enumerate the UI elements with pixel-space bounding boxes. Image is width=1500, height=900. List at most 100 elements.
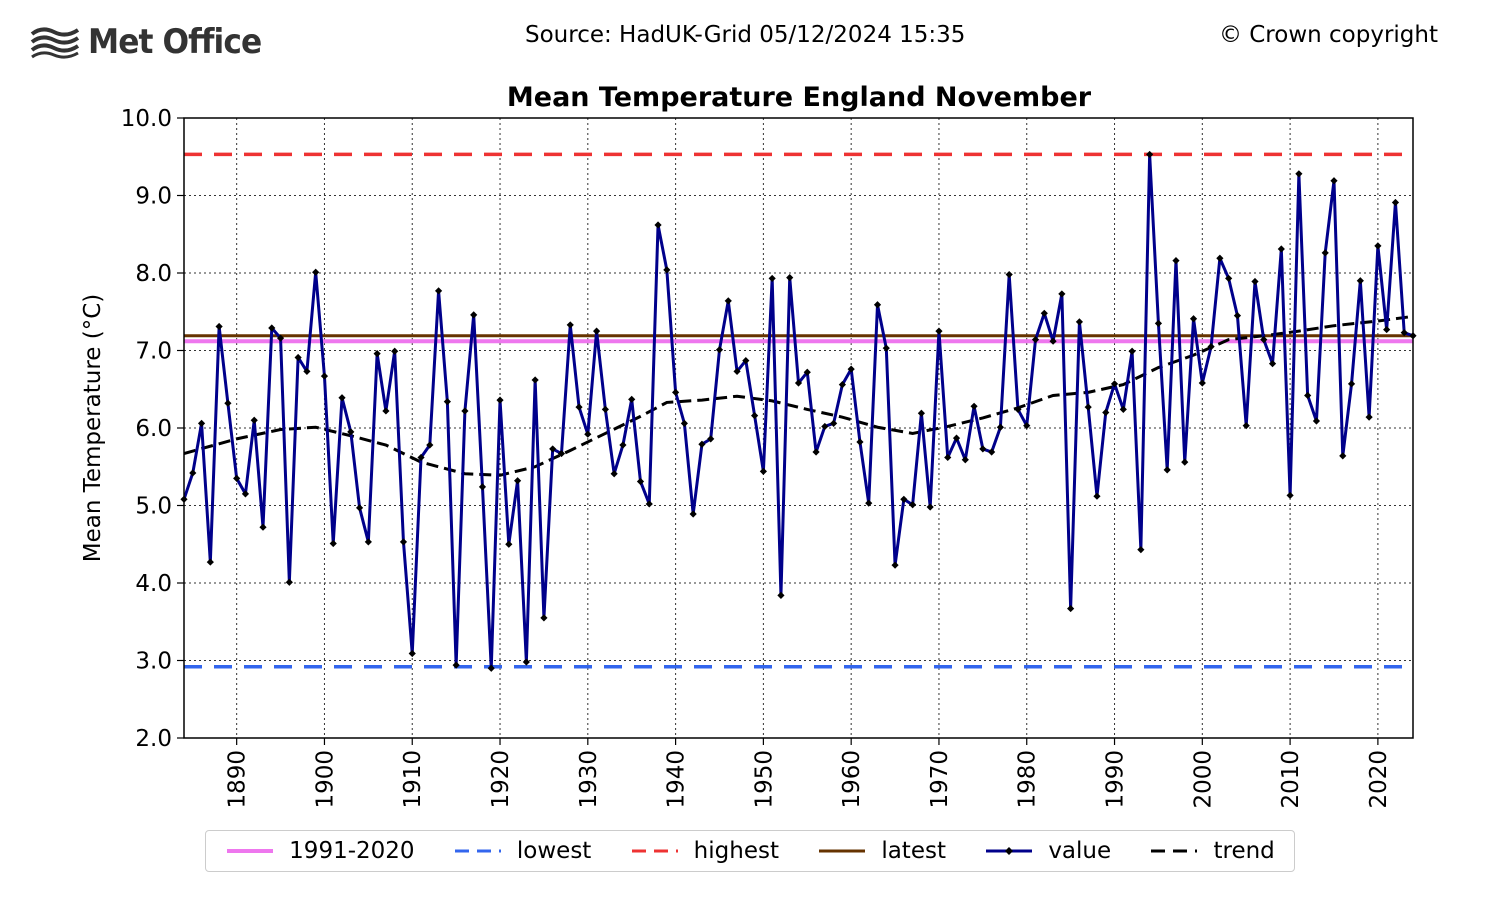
- value-point: [373, 350, 381, 358]
- value-point: [1304, 391, 1312, 400]
- value-point: [812, 448, 820, 456]
- legend: 1991-2020 lowest highest latest value trend: [205, 830, 1295, 872]
- value-point: [496, 396, 504, 404]
- x-tick-label: 2010: [1278, 750, 1304, 809]
- value-point: [320, 372, 329, 380]
- logo-text: Met Office: [88, 22, 262, 62]
- legend-swatch: [227, 849, 274, 853]
- value-point: [628, 395, 636, 403]
- value-point: [900, 495, 908, 503]
- value-point: [426, 441, 434, 449]
- value-point: [654, 221, 662, 229]
- value-point: [575, 403, 583, 411]
- legend-swatch: [986, 847, 1033, 855]
- value-point: [1189, 315, 1198, 323]
- value-point: [1172, 257, 1180, 265]
- value-point: [645, 500, 653, 508]
- value-point: [443, 398, 451, 406]
- value-point: [1040, 309, 1048, 317]
- copyright-label: © Crown copyright: [1218, 22, 1438, 48]
- value-point: [1391, 198, 1400, 207]
- value-point: [1058, 290, 1066, 298]
- y-axis-label: Mean Temperature (°C): [80, 294, 106, 563]
- value-point: [1198, 379, 1206, 387]
- value-point: [1084, 403, 1092, 411]
- value-point: [355, 504, 364, 512]
- y-tick-label: 8.0: [135, 261, 172, 287]
- value-point: [1181, 458, 1189, 466]
- value-point: [742, 356, 750, 365]
- legend-item-latest: latest: [817, 838, 946, 864]
- value-point: [1216, 254, 1224, 262]
- y-tick-label: 10.0: [121, 106, 172, 132]
- legend-item-value: value: [984, 838, 1111, 864]
- value-point: [268, 324, 276, 332]
- legend-item-lowest: lowest: [453, 838, 591, 864]
- series-layer: [180, 150, 1417, 672]
- value-point: [988, 448, 996, 456]
- header: Met Office Source: HadUK-Grid 05/12/2024…: [0, 0, 1500, 80]
- value-point: [347, 428, 355, 436]
- x-tick-label: 1920: [488, 750, 514, 809]
- value-point: [1383, 325, 1391, 334]
- value-point: [1339, 452, 1347, 460]
- value-point: [1268, 360, 1277, 368]
- value-point: [584, 430, 592, 438]
- x-tick-label: 1910: [400, 750, 426, 809]
- value-point: [513, 477, 522, 485]
- y-tick-label: 4.0: [135, 571, 172, 597]
- value-point: [751, 412, 759, 420]
- value-point: [505, 540, 513, 548]
- value-point: [926, 503, 934, 511]
- value-point: [197, 419, 206, 427]
- value-point: [970, 402, 978, 410]
- legend-label: latest: [881, 838, 946, 864]
- value-point: [777, 591, 785, 599]
- x-tick-label: 1930: [576, 750, 602, 809]
- y-tick-label: 9.0: [135, 184, 172, 210]
- value-point: [1119, 405, 1127, 413]
- value-point: [882, 344, 890, 352]
- value-point: [1067, 604, 1075, 613]
- value-point: [917, 409, 925, 417]
- value-point: [233, 474, 241, 482]
- value-point: [768, 274, 776, 283]
- value-point: [250, 416, 258, 424]
- value-point: [636, 477, 645, 486]
- plot-frame: [183, 117, 1414, 739]
- value-point: [338, 394, 346, 402]
- legend-label: trend: [1213, 838, 1275, 864]
- value-point: [189, 469, 197, 477]
- value-point: [1242, 422, 1250, 430]
- value-point: [909, 501, 917, 509]
- value-point: [944, 453, 952, 462]
- value-point: [329, 539, 337, 548]
- value-line: [182, 152, 1414, 670]
- trend-line: [183, 314, 1414, 477]
- value-point: [1277, 245, 1285, 253]
- value-point: [1356, 277, 1364, 285]
- legend-item-1991-2020: 1991-2020: [225, 838, 415, 864]
- value-point: [830, 419, 838, 427]
- legend-swatch: [631, 849, 678, 853]
- legend-label: 1991-2020: [289, 838, 415, 864]
- value-point: [1330, 177, 1338, 185]
- value-point: [759, 467, 767, 475]
- x-tick-label: 2000: [1190, 750, 1216, 809]
- value-point: [549, 445, 557, 453]
- value-point: [303, 367, 311, 376]
- value-point: [821, 422, 829, 431]
- value-point: [312, 268, 320, 276]
- value-point: [619, 441, 627, 449]
- value-point: [689, 510, 697, 518]
- value-point: [680, 419, 688, 427]
- legend-swatch: [1151, 849, 1198, 853]
- value-point: [522, 658, 530, 666]
- value-point: [1146, 150, 1154, 159]
- y-tick-label: 3.0: [135, 649, 172, 675]
- value-point: [540, 614, 548, 622]
- value-point: [1225, 274, 1233, 283]
- value-point: [1163, 466, 1171, 474]
- value-point: [276, 334, 285, 342]
- reference-lines: [184, 152, 1413, 669]
